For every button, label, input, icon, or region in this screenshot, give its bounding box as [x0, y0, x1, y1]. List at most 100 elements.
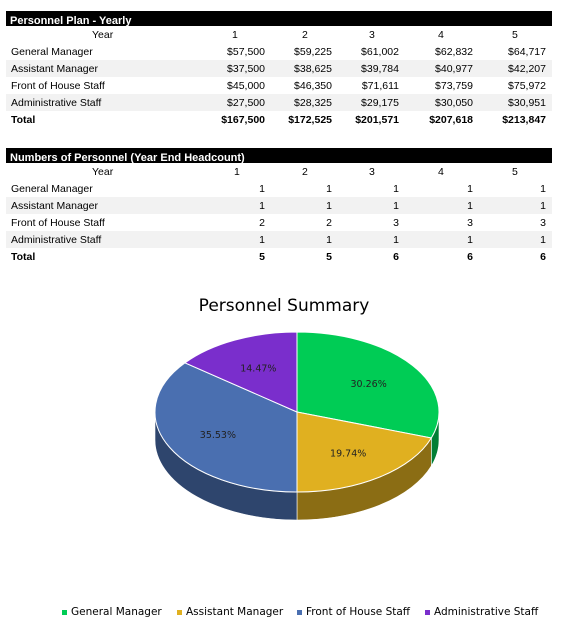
cell-value: 1 — [259, 234, 265, 246]
year-cell: 4 — [438, 166, 444, 178]
table-row: Front of House Staff $45,000 $46,350 $71… — [6, 77, 552, 94]
cell-value: 6 — [540, 251, 546, 263]
cell-value: 1 — [467, 234, 473, 246]
year-cell: 5 — [512, 29, 518, 41]
pie-data-label: 30.26% — [351, 379, 387, 390]
year-cell: 3 — [369, 29, 375, 41]
row-label: Front of House Staff — [11, 80, 105, 92]
legend-label: General Manager — [71, 606, 162, 618]
table-row: Assistant Manager 1 1 1 1 1 — [6, 197, 552, 214]
cell-value: $42,207 — [508, 63, 546, 75]
cell-value: $75,972 — [508, 80, 546, 92]
cell-value: $73,759 — [435, 80, 473, 92]
cell-value: 1 — [540, 234, 546, 246]
cell-value: 5 — [259, 251, 265, 263]
legend-swatch — [297, 609, 302, 615]
cell-value: $57,500 — [227, 46, 265, 58]
table-row: Assistant Manager $37,500 $38,625 $39,78… — [6, 60, 552, 77]
cell-value: $172,525 — [288, 114, 332, 126]
table-row: Administrative Staff 1 1 1 1 1 — [6, 231, 552, 248]
year-cell: 5 — [512, 166, 518, 178]
cell-value: 2 — [326, 217, 332, 229]
cell-value: 1 — [326, 200, 332, 212]
cell-value: $64,717 — [508, 46, 546, 58]
table-row: Year 1 2 3 4 5 — [6, 26, 552, 43]
pie-slice — [296, 411, 433, 493]
cell-value: 1 — [393, 234, 399, 246]
year-label: Year — [92, 166, 114, 178]
legend-item: Front of House Staff — [297, 606, 410, 618]
table-row: General Manager 1 1 1 1 1 — [6, 180, 552, 197]
legend-item: Assistant Manager — [177, 606, 283, 618]
table-row: General Manager $57,500 $59,225 $61,002 … — [6, 43, 552, 60]
cell-value: $28,325 — [294, 97, 332, 109]
cell-value: 3 — [540, 217, 546, 229]
legend-swatch — [177, 609, 182, 615]
cell-value: $45,000 — [227, 80, 265, 92]
legend-swatch — [425, 609, 430, 615]
cell-value: $39,784 — [361, 63, 399, 75]
year-cell: 2 — [302, 29, 308, 41]
cell-value: 1 — [467, 183, 473, 195]
year-label: Year — [92, 29, 114, 41]
legend-item: Administrative Staff — [425, 606, 538, 618]
cell-value: 1 — [259, 200, 265, 212]
cell-value: $37,500 — [227, 63, 265, 75]
year-cell: 4 — [438, 29, 444, 41]
pie-data-label: 14.47% — [240, 363, 276, 374]
year-cell: 1 — [232, 29, 238, 41]
cell-value: $71,611 — [361, 80, 399, 92]
cell-value: $30,951 — [508, 97, 546, 109]
row-label: Administrative Staff — [11, 234, 102, 246]
cell-value: 1 — [540, 200, 546, 212]
cell-value: $61,002 — [361, 46, 399, 58]
personnel-plan-header: Personnel Plan - Yearly — [6, 11, 552, 26]
pie-slice — [183, 331, 298, 413]
headcount-header: Numbers of Personnel (Year End Headcount… — [6, 148, 552, 163]
cell-value: $207,618 — [429, 114, 473, 126]
cell-value: 1 — [540, 183, 546, 195]
row-label: General Manager — [11, 46, 93, 58]
pie-slice — [154, 362, 298, 493]
cell-value: $46,350 — [294, 80, 332, 92]
cell-value: $40,977 — [435, 63, 473, 75]
cell-value: $62,832 — [435, 46, 473, 58]
legend-swatch — [62, 609, 67, 615]
cell-value: $38,625 — [294, 63, 332, 75]
table-row: Administrative Staff $27,500 $28,325 $29… — [6, 94, 552, 111]
cell-value: 6 — [467, 251, 473, 263]
legend-label: Front of House Staff — [306, 606, 411, 618]
cell-value: 1 — [467, 200, 473, 212]
total-row: Total $167,500 $172,525 $201,571 $207,61… — [6, 111, 552, 128]
year-cell: 3 — [369, 166, 375, 178]
legend-label: Administrative Staff — [434, 606, 539, 618]
year-cell: 2 — [302, 166, 308, 178]
cell-value: 5 — [326, 251, 332, 263]
cell-value: $29,175 — [361, 97, 399, 109]
cell-value: $167,500 — [221, 114, 265, 126]
row-label: Assistant Manager — [11, 63, 98, 75]
cell-value: $213,847 — [502, 114, 546, 126]
year-cell: 1 — [234, 166, 240, 178]
legend-label: Assistant Manager — [186, 606, 284, 618]
headcount-table: Numbers of Personnel (Year End Headcount… — [6, 148, 552, 265]
cell-value: 6 — [393, 251, 399, 263]
cell-value: $27,500 — [227, 97, 265, 109]
cell-value: $30,050 — [435, 97, 473, 109]
row-label: Total — [11, 114, 36, 126]
cell-value: 1 — [393, 183, 399, 195]
cell-value: 1 — [393, 200, 399, 212]
row-label: Assistant Manager — [11, 200, 98, 212]
legend-item: General Manager — [62, 606, 162, 618]
cell-value: 2 — [259, 217, 265, 229]
table-row: Front of House Staff 2 2 3 3 3 — [6, 214, 552, 231]
cell-value: $201,571 — [355, 114, 399, 126]
cell-value: $59,225 — [294, 46, 332, 58]
pie-data-label: 35.53% — [200, 430, 236, 441]
table-row: Year 1 2 3 4 5 — [6, 163, 552, 180]
chart-title: Personnel Summary — [198, 296, 370, 316]
pie-slice — [296, 331, 440, 439]
row-label: Administrative Staff — [11, 97, 102, 109]
total-row: Total 5 5 6 6 6 — [6, 248, 552, 265]
